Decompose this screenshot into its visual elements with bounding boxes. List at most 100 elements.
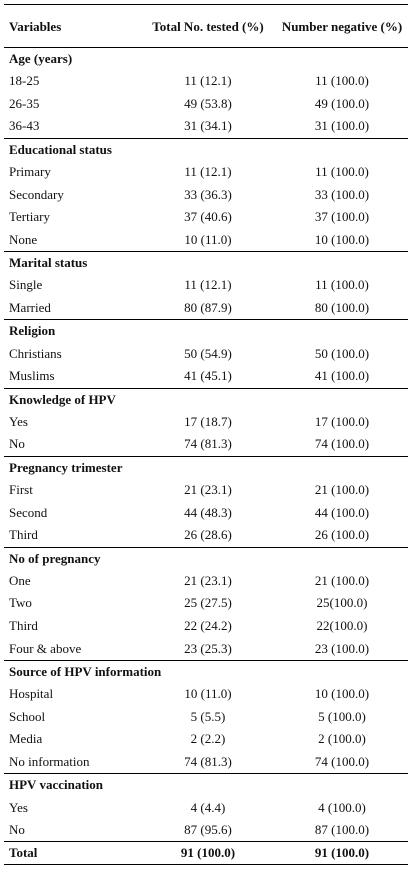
table-row: Primary 11 (12.1) 11 (100.0) [4, 161, 408, 184]
group-header-row: Age (years) [4, 47, 408, 70]
total-tested-cell: 37 (40.6) [184, 209, 232, 225]
group-header-row: Pregnancy trimester [4, 455, 408, 479]
group-title: Knowledge of HPV [4, 387, 408, 411]
row-label: None [9, 231, 38, 247]
total-tested-cell: 22 (24.2) [184, 617, 232, 633]
number-negative-cell: 87 (100.0) [314, 822, 370, 838]
number-negative-cell: 44 (100.0) [314, 504, 370, 520]
number-negative-cell: 10 (100.0) [314, 686, 370, 702]
table-row: None 10 (11.0) 10 (100.0) [4, 229, 408, 252]
table-row: No 74 (81.3) 74 (100.0) [4, 433, 408, 456]
header-variables: Variables [4, 4, 140, 48]
group-title: Pregnancy trimester [4, 455, 408, 479]
total-tested-cell: 4 (4.4) [190, 799, 226, 815]
total-tested-cell: 74 (81.3) [184, 436, 232, 452]
total-tested-cell: 11 (12.1) [184, 73, 232, 89]
total-tested-cell: 21 (23.1) [184, 482, 232, 498]
table-row: Christians 50 (54.9) 50 (100.0) [4, 342, 408, 365]
row-label: Tertiary [9, 209, 50, 225]
number-negative-cell: 49 (100.0) [314, 95, 370, 111]
number-negative-cell: 31 (100.0) [314, 118, 370, 134]
number-negative-cell: 2 (100.0) [318, 731, 366, 747]
row-label: Primary [9, 164, 51, 180]
table-row: Third 22 (24.2) 22(100.0) [4, 615, 408, 638]
row-label: No information [9, 753, 90, 769]
number-negative-cell: 17 (100.0) [314, 413, 370, 429]
total-negative-value: 91 (100.0) [276, 841, 408, 866]
number-negative-cell: 41 (100.0) [314, 368, 370, 384]
group-header-row: Religion [4, 319, 408, 343]
number-negative-cell: 11 (100.0) [315, 277, 369, 293]
row-label: Yes [9, 413, 28, 429]
table-body: Age (years) 18-25 11 (12.1) 11 (100.0) 26-35… [4, 47, 408, 866]
table-row: Secondary 33 (36.3) 33 (100.0) [4, 183, 408, 206]
number-negative-cell: 74 (100.0) [314, 436, 370, 452]
total-tested-cell: 49 (53.8) [184, 95, 232, 111]
row-label: No [9, 822, 25, 838]
header-number-negative: Number negative (%) [276, 4, 408, 48]
total-tested-cell: 17 (18.7) [184, 413, 232, 429]
table-row: Second 44 (48.3) 44 (100.0) [4, 501, 408, 524]
row-label: Muslims [9, 368, 55, 384]
number-negative-cell: 21 (100.0) [314, 572, 370, 588]
table-row: School 5 (5.5) 5 (100.0) [4, 705, 408, 728]
table-row: No 87 (95.6) 87 (100.0) [4, 819, 408, 842]
row-label: Second [9, 504, 48, 520]
total-tested-cell: 87 (95.6) [184, 822, 232, 838]
total-tested-cell: 33 (36.3) [184, 186, 232, 202]
number-negative-cell: 5 (100.0) [318, 708, 366, 724]
table-header: Variables Total No. tested (%) Number ne… [4, 4, 408, 48]
group-header-row: HPV vaccination [4, 773, 408, 797]
total-tested-cell: 44 (48.3) [184, 504, 232, 520]
table-row: Yes 17 (18.7) 17 (100.0) [4, 411, 408, 434]
table-row: 36-43 31 (34.1) 31 (100.0) [4, 115, 408, 138]
row-label: Four & above [9, 640, 82, 656]
total-tested-value: 91 (100.0) [140, 841, 276, 866]
total-tested-cell: 25 (27.5) [184, 595, 232, 611]
table-row: One 21 (23.1) 21 (100.0) [4, 570, 408, 593]
row-label: School [9, 708, 46, 724]
number-negative-cell: 33 (100.0) [314, 186, 370, 202]
total-tested-cell: 11 (12.1) [184, 277, 232, 293]
group-title: Age (years) [4, 47, 408, 70]
row-label: Two [9, 595, 32, 611]
table-row: 18-25 11 (12.1) 11 (100.0) [4, 70, 408, 93]
total-tested-cell: 2 (2.2) [190, 731, 226, 747]
table-row: Tertiary 37 (40.6) 37 (100.0) [4, 206, 408, 229]
total-tested-cell: 10 (11.0) [184, 231, 232, 247]
row-label: 36-43 [9, 118, 40, 134]
number-negative-cell: 23 (100.0) [314, 640, 370, 656]
data-table-container: Variables Total No. tested (%) Number ne… [4, 4, 408, 866]
row-label: First [9, 482, 33, 498]
row-label: Third [9, 617, 38, 633]
table-row: Muslims 41 (45.1) 41 (100.0) [4, 365, 408, 388]
total-tested-cell: 5 (5.5) [190, 708, 226, 724]
total-tested-cell: 11 (12.1) [184, 164, 232, 180]
number-negative-cell: 10 (100.0) [314, 231, 370, 247]
number-negative-cell: 37 (100.0) [314, 209, 370, 225]
table-row: Single 11 (12.1) 11 (100.0) [4, 274, 408, 297]
table-row: Two 25 (27.5) 25(100.0) [4, 592, 408, 615]
number-negative-cell: 4 (100.0) [318, 799, 366, 815]
row-label: Married [9, 300, 51, 316]
group-title: HPV vaccination [4, 773, 408, 797]
group-header-row: Source of HPV information [4, 659, 408, 683]
number-negative-cell: 11 (100.0) [315, 73, 369, 89]
group-title: Marital status [4, 251, 408, 275]
table-row: Married 80 (87.9) 80 (100.0) [4, 297, 408, 320]
total-tested-cell: 50 (54.9) [184, 345, 232, 361]
row-label: One [9, 572, 31, 588]
group-title: No of pregnancy [4, 546, 408, 570]
total-tested-cell: 41 (45.1) [184, 368, 232, 384]
total-tested-cell: 26 (28.6) [184, 527, 232, 543]
row-label: No [9, 436, 25, 452]
row-label: Third [9, 527, 38, 543]
number-negative-cell: 26 (100.0) [314, 527, 370, 543]
table-row: Hospital 10 (11.0) 10 (100.0) [4, 683, 408, 706]
row-label: Media [9, 731, 43, 747]
table-row: No information 74 (81.3) 74 (100.0) [4, 751, 408, 774]
total-row: Total 91 (100.0) 91 (100.0) [4, 841, 408, 866]
total-tested-cell: 74 (81.3) [184, 753, 232, 769]
total-tested-cell: 80 (87.9) [184, 300, 232, 316]
table-row: Yes 4 (4.4) 4 (100.0) [4, 796, 408, 819]
